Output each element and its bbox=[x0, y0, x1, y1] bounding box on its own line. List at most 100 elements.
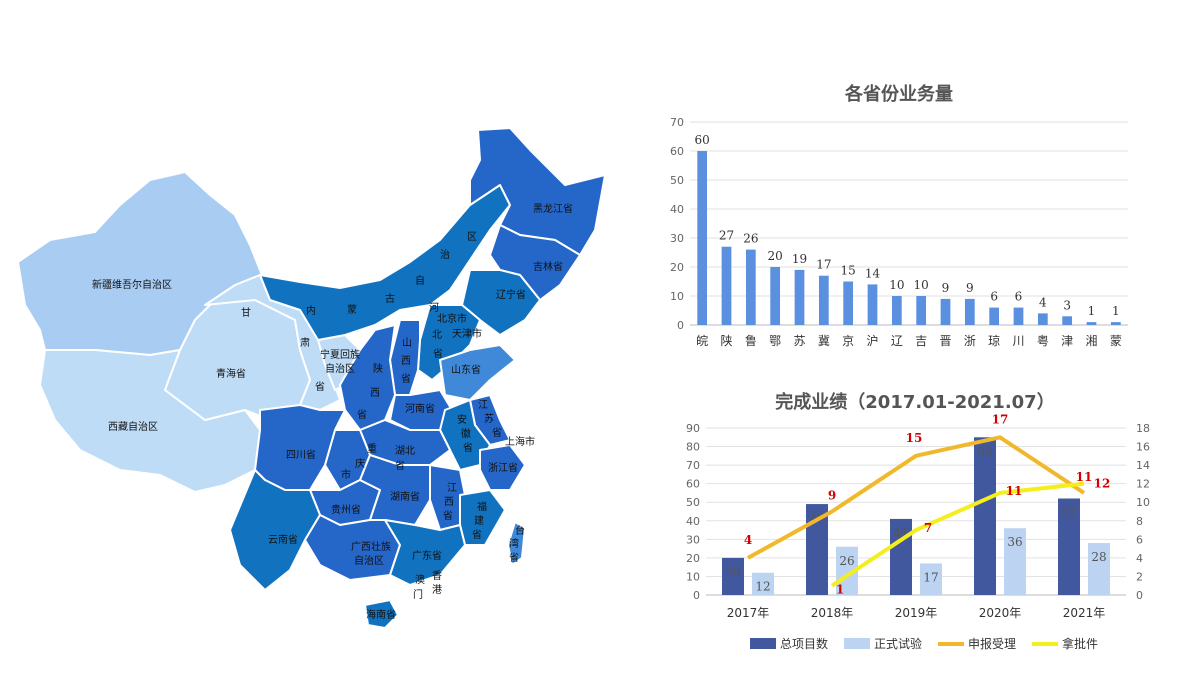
bar-value-label: 1 bbox=[1088, 304, 1096, 318]
bar[interactable] bbox=[1088, 543, 1110, 595]
bar-value-label: 60 bbox=[695, 133, 710, 147]
legend-label: 申报受理 bbox=[968, 636, 1016, 651]
bar[interactable] bbox=[964, 298, 975, 325]
bar-value-label: 85 bbox=[977, 444, 992, 458]
region-heilongjiang[interactable] bbox=[469, 127, 606, 256]
bar[interactable] bbox=[1110, 322, 1121, 325]
bar[interactable] bbox=[843, 281, 854, 326]
map-label: 香 bbox=[432, 570, 442, 582]
bar[interactable] bbox=[770, 267, 781, 325]
legend-label: 拿批件 bbox=[1062, 636, 1098, 651]
x-tick-label: 陕 bbox=[720, 333, 732, 348]
bar[interactable] bbox=[818, 275, 829, 325]
x-tick-label: 鲁 bbox=[745, 334, 757, 348]
bar-value-label: 3 bbox=[1063, 298, 1071, 312]
bar[interactable] bbox=[745, 249, 756, 325]
y-right-tick-label: 14 bbox=[1136, 459, 1150, 472]
bar-value-label: 10 bbox=[889, 278, 904, 292]
y-left-tick-label: 30 bbox=[686, 533, 700, 546]
map-label: 蒙 bbox=[347, 303, 357, 316]
bar[interactable] bbox=[794, 269, 805, 325]
y-tick-label: 50 bbox=[670, 174, 684, 187]
bar[interactable] bbox=[1013, 307, 1024, 325]
map-label: 上海市 bbox=[505, 435, 535, 448]
x-tick-label: 湘 bbox=[1085, 333, 1097, 348]
region-shandong[interactable] bbox=[439, 344, 516, 401]
x-tick-label: 2017年 bbox=[727, 606, 770, 620]
map-label: 青海省 bbox=[216, 367, 246, 380]
map-label: 肃 bbox=[300, 337, 310, 349]
map-label: 庆 bbox=[355, 457, 365, 470]
region-sichuan[interactable] bbox=[254, 404, 346, 491]
chart-title: 完成业绩（2017.01-2021.07） bbox=[775, 391, 1054, 413]
map-label: 新疆维吾尔自治区 bbox=[92, 278, 172, 291]
bar[interactable] bbox=[891, 296, 902, 325]
bar[interactable] bbox=[697, 151, 708, 325]
chart-title: 各省份业务量 bbox=[844, 83, 953, 105]
map-label: 宁夏回族 bbox=[320, 348, 360, 361]
bar-value-label: 9 bbox=[942, 281, 950, 295]
map-label: 广西壮族 bbox=[351, 540, 391, 553]
region-jilin[interactable] bbox=[489, 224, 581, 301]
map-label: 浙江省 bbox=[488, 461, 518, 474]
series-line[interactable] bbox=[747, 435, 1086, 560]
performance-chart: 完成业绩（2017.01-2021.07） 010203040506070809… bbox=[686, 391, 1150, 651]
line-value-label: 1 bbox=[836, 583, 844, 597]
map-label: 台 bbox=[515, 524, 525, 537]
bar-value-label: 15 bbox=[841, 264, 856, 278]
y-left-tick-label: 50 bbox=[686, 496, 700, 509]
x-tick-label: 沪 bbox=[866, 334, 878, 348]
region-taiwan[interactable] bbox=[507, 521, 526, 566]
region-hainan[interactable] bbox=[364, 599, 399, 629]
map-label: 省 bbox=[315, 380, 325, 393]
map-label: 河南省 bbox=[405, 402, 435, 415]
bar-value-label: 20 bbox=[768, 249, 783, 263]
x-tick-label: 蒙 bbox=[1110, 334, 1122, 348]
bar[interactable] bbox=[1086, 322, 1097, 325]
bar[interactable] bbox=[974, 437, 996, 595]
bar[interactable] bbox=[1037, 313, 1048, 325]
bar[interactable] bbox=[1004, 528, 1026, 595]
y-tick-label: 30 bbox=[670, 232, 684, 245]
bar[interactable] bbox=[1058, 498, 1080, 595]
x-tick-label: 皖 bbox=[696, 334, 708, 348]
region-guangdong[interactable] bbox=[384, 519, 466, 586]
line-value-label: 4 bbox=[744, 533, 752, 547]
bar[interactable] bbox=[836, 546, 858, 595]
bar[interactable] bbox=[989, 307, 1000, 325]
map-label: 徽 bbox=[461, 427, 471, 440]
y-left-tick-label: 0 bbox=[693, 589, 700, 602]
map-label: 西藏自治区 bbox=[108, 420, 158, 433]
line-value-label: 7 bbox=[924, 521, 932, 535]
x-tick-label: 2019年 bbox=[895, 606, 938, 620]
bar[interactable] bbox=[916, 296, 927, 325]
bar[interactable] bbox=[867, 284, 878, 325]
bar[interactable] bbox=[722, 557, 744, 595]
x-tick-label: 冀 bbox=[818, 334, 830, 348]
map-label: 贵州省 bbox=[331, 503, 361, 516]
y-right-tick-label: 8 bbox=[1136, 515, 1143, 528]
y-tick-label: 10 bbox=[670, 290, 684, 303]
map-label: 西 bbox=[401, 356, 411, 367]
bar[interactable] bbox=[940, 298, 951, 325]
bar[interactable] bbox=[1062, 316, 1073, 325]
bar-value-label: 28 bbox=[1091, 550, 1106, 564]
series-line[interactable] bbox=[830, 481, 1085, 588]
region-zhejiang[interactable] bbox=[479, 444, 526, 491]
bar[interactable] bbox=[920, 563, 942, 595]
y-left-tick-label: 70 bbox=[686, 459, 700, 472]
bar[interactable] bbox=[752, 572, 774, 595]
map-label: 古 bbox=[385, 292, 395, 305]
map-label: 治 bbox=[440, 248, 450, 261]
bar[interactable] bbox=[721, 246, 732, 325]
map-label: 河 bbox=[429, 302, 439, 314]
bar-value-label: 26 bbox=[743, 232, 758, 246]
map-label: 自治区 bbox=[325, 362, 355, 375]
region-inner-mongolia[interactable] bbox=[259, 184, 511, 341]
map-label: 江 bbox=[478, 399, 488, 411]
x-tick-label: 辽 bbox=[891, 334, 903, 348]
line-value-label: 9 bbox=[828, 489, 836, 503]
y-right-tick-label: 18 bbox=[1136, 422, 1150, 435]
bar[interactable] bbox=[806, 504, 828, 595]
